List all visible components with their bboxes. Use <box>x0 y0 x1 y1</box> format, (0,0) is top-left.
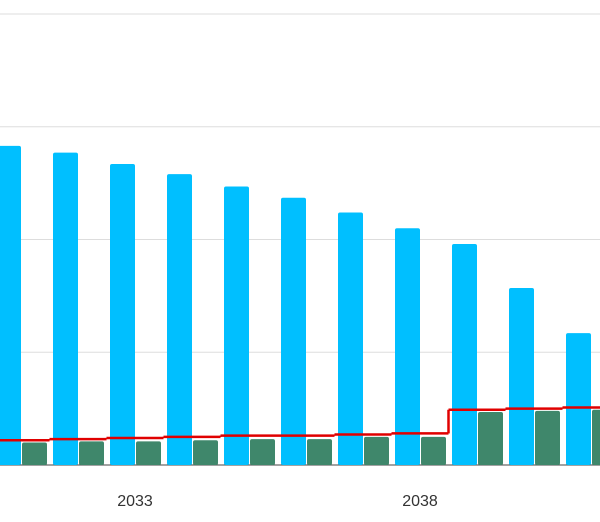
bar <box>250 439 275 465</box>
bar <box>224 186 249 465</box>
bar <box>421 436 446 465</box>
bar <box>592 409 600 465</box>
bar <box>307 439 332 465</box>
bar <box>281 197 306 465</box>
bar <box>395 228 420 465</box>
bar <box>478 412 503 465</box>
bar <box>136 441 161 465</box>
bar <box>566 333 591 465</box>
bar <box>193 440 218 465</box>
bar <box>509 287 534 465</box>
bar <box>452 244 477 465</box>
bar <box>53 152 78 465</box>
x-tick-label: 2038 <box>402 493 438 510</box>
bar <box>364 436 389 465</box>
bar <box>167 174 192 466</box>
x-tick-label: 2033 <box>117 493 153 510</box>
bar <box>22 442 47 465</box>
bar <box>535 410 560 465</box>
bar <box>110 163 135 465</box>
bar <box>79 441 104 465</box>
bar <box>338 212 363 465</box>
bar <box>0 145 21 465</box>
